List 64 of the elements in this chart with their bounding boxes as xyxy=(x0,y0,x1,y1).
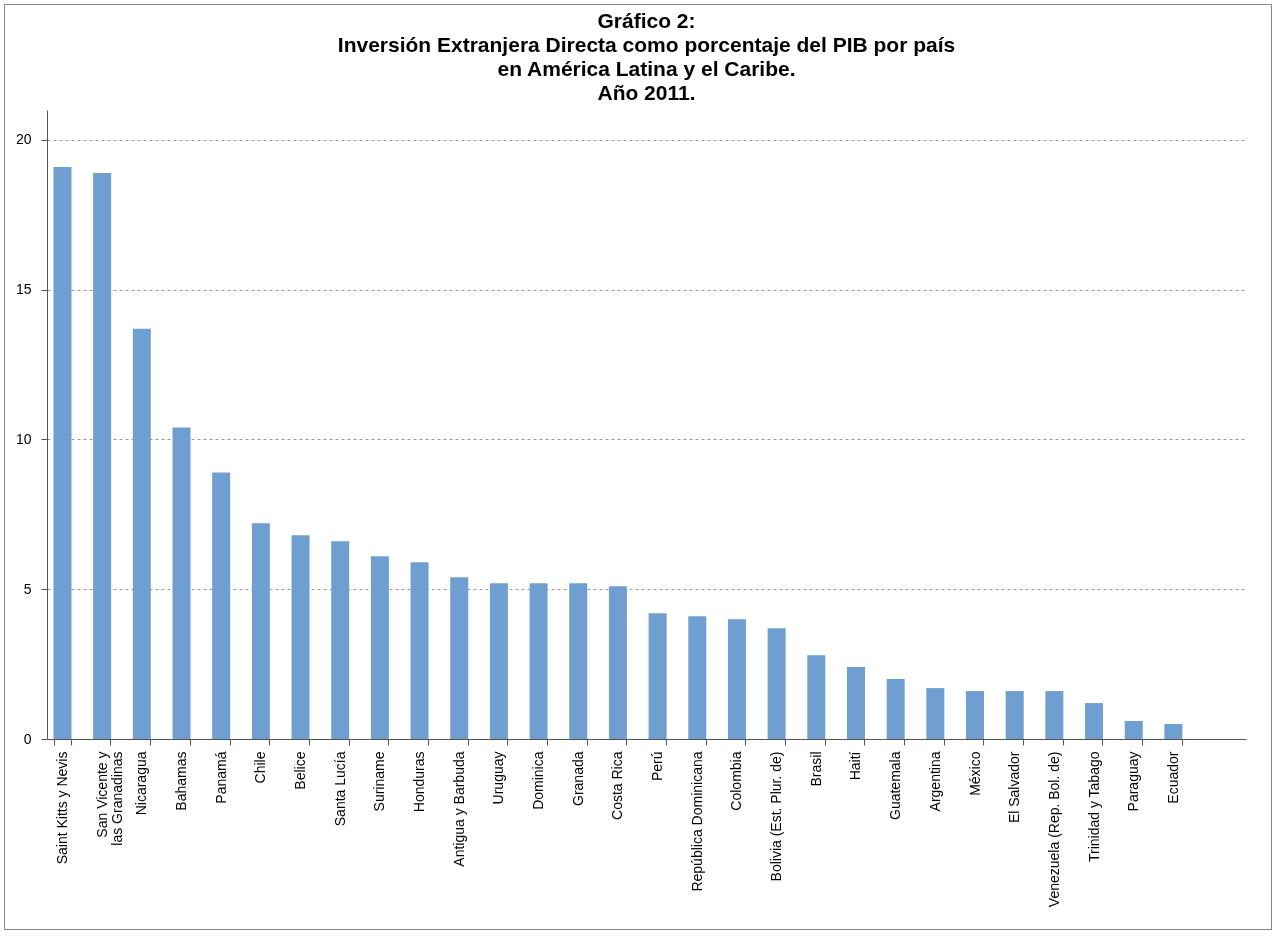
x-tick-label: Suriname xyxy=(371,751,388,812)
x-tick-label: Ecuador xyxy=(1164,751,1181,804)
bar xyxy=(291,535,310,739)
bar xyxy=(251,523,270,739)
bar xyxy=(529,583,548,739)
x-tick-label: Dominica xyxy=(530,751,547,810)
x-tick-label: Haití xyxy=(847,751,864,781)
bar xyxy=(489,583,508,739)
x-tick-label: México xyxy=(966,751,983,796)
x-tick-label: Belice xyxy=(292,751,309,790)
x-tick-label: Honduras xyxy=(411,751,428,813)
x-tick-label: Argentina xyxy=(926,751,943,812)
bar xyxy=(688,616,707,739)
x-tick-label: Bahamas xyxy=(173,751,189,811)
x-tick-label: Uruguay xyxy=(490,751,507,805)
x-tick-label: Saint Kitts y Nevis xyxy=(53,751,70,865)
x-tick-label: Brasil xyxy=(807,751,824,787)
bar xyxy=(450,577,469,739)
x-tick-label: Antigua y Barbuda xyxy=(450,751,467,867)
x-tick-label: Santa Lucía xyxy=(331,751,348,827)
x-tick-label: Venezuela (Rep. Bol. de) xyxy=(1045,751,1062,908)
y-tick-label: 0 xyxy=(23,730,32,747)
x-tick-label: Granada xyxy=(569,751,586,806)
bar xyxy=(93,172,112,739)
bar xyxy=(648,613,667,739)
bar xyxy=(331,541,350,739)
bar xyxy=(846,667,865,739)
y-tick-label: 15 xyxy=(15,281,32,298)
bar xyxy=(608,586,627,739)
bar xyxy=(370,556,389,739)
bar xyxy=(132,328,151,739)
bar xyxy=(966,691,985,739)
bar xyxy=(1045,691,1064,739)
bar xyxy=(172,427,191,739)
bar xyxy=(410,562,429,739)
bar xyxy=(569,583,588,739)
bar xyxy=(53,166,72,739)
bar xyxy=(1085,703,1104,739)
x-tick-label: Trinidad y Tabago xyxy=(1085,751,1102,863)
x-tick-label: Nicaragua xyxy=(133,751,150,816)
bar xyxy=(926,688,945,739)
x-tick-label: San Vicente y las Granadinas xyxy=(93,751,125,846)
y-tick-label: 5 xyxy=(23,580,32,597)
x-tick-label: Panamá xyxy=(212,751,229,804)
bar xyxy=(212,472,231,739)
x-tick-label: Paraguay xyxy=(1125,751,1142,812)
bar xyxy=(767,628,786,739)
x-tick-label: Guatemala xyxy=(887,751,904,820)
x-tick-label: Bolivia (Est. Plur. de) xyxy=(768,751,785,882)
bar xyxy=(807,655,826,739)
bar xyxy=(1124,721,1143,739)
bar xyxy=(1164,724,1183,739)
bar xyxy=(727,619,746,739)
bar xyxy=(1005,691,1024,739)
x-tick-label: Perú xyxy=(649,751,666,782)
y-tick-label: 20 xyxy=(15,131,32,148)
x-tick-label: Colombia xyxy=(728,751,745,811)
x-tick-label: Chile xyxy=(252,751,269,784)
x-tick-label: Costa Rica xyxy=(609,751,626,820)
y-tick-label: 10 xyxy=(15,430,32,447)
x-tick-label: República Dominicana xyxy=(688,751,705,892)
x-tick-label: El Salvador xyxy=(1006,751,1023,824)
bar xyxy=(886,679,905,739)
chart-title: Gráfico 2: Inversión Extranjera Directa como porcentaje del PIB por país en América Latina y el Caribe. Año 2011. xyxy=(337,9,956,104)
